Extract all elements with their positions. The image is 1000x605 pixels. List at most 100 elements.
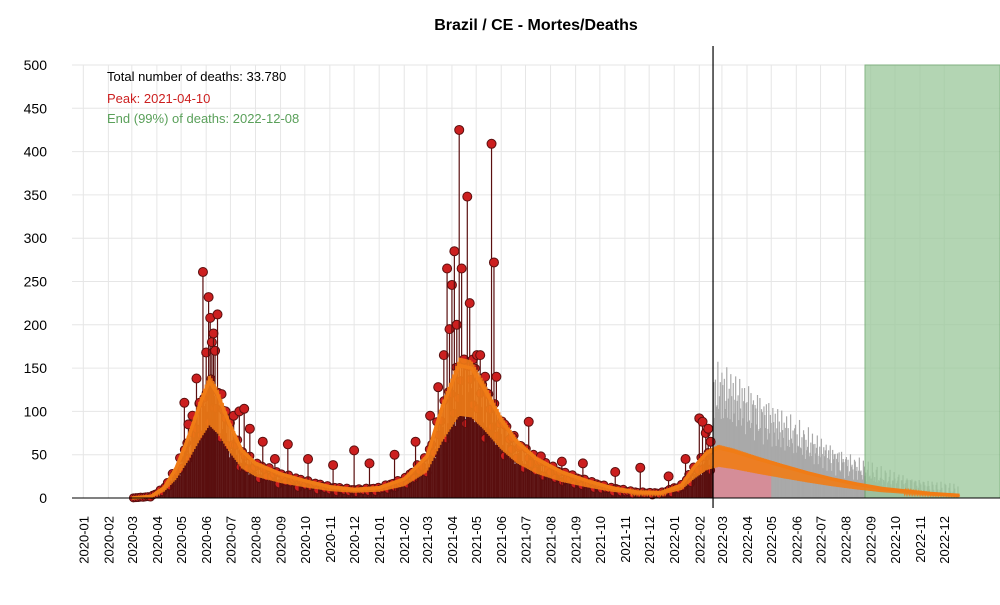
y-tick-label: 500 <box>24 57 48 73</box>
x-tick-label: 2020-05 <box>174 516 189 564</box>
observed-point <box>488 257 499 268</box>
x-tick-label: 2020-08 <box>248 516 263 564</box>
observed-point <box>244 423 255 434</box>
observed-point <box>663 471 674 482</box>
peak-annotation: Peak: 2021-04-10 <box>107 91 210 106</box>
x-tick-label: 2020-09 <box>274 516 289 564</box>
observed-point <box>486 138 497 149</box>
observed-point <box>442 263 453 274</box>
observed-point <box>703 423 714 434</box>
observed-point <box>257 436 268 447</box>
observed-point <box>449 246 460 257</box>
y-tick-label: 350 <box>24 187 48 203</box>
total-deaths-annotation: Total number of deaths: 33.780 <box>107 69 286 84</box>
x-tick-label: 2022-05 <box>764 516 779 564</box>
y-tick-label: 150 <box>24 360 48 376</box>
x-tick-label: 2022-04 <box>740 516 755 564</box>
observed-point <box>705 436 716 447</box>
observed-point <box>349 445 360 456</box>
x-tick-label: 2021-11 <box>618 516 633 563</box>
observed-point <box>197 266 208 277</box>
end-annotation: End (99%) of deaths: 2022-12-08 <box>107 111 299 126</box>
x-tick-label: 2021-08 <box>544 516 559 564</box>
x-tick-label: 2020-04 <box>150 516 165 564</box>
observed-point <box>610 467 621 478</box>
observed-point <box>328 460 339 471</box>
chart-title: Brazil / CE - Mortes/Deaths <box>434 17 638 34</box>
observed-point <box>410 436 421 447</box>
observed-point <box>491 371 502 382</box>
x-tick-label: 2021-03 <box>420 516 435 564</box>
observed-point <box>446 279 457 290</box>
x-tick-label: 2022-12 <box>937 516 952 564</box>
observed-point <box>635 462 646 473</box>
x-tick-label: 2021-04 <box>445 516 460 564</box>
x-tick-label: 2020-10 <box>298 516 313 564</box>
observed-point <box>462 191 473 202</box>
x-tick-label: 2021-12 <box>642 516 657 564</box>
x-tick-label: 2022-01 <box>667 516 682 564</box>
x-tick-label: 2022-03 <box>715 516 730 564</box>
observed-point <box>179 397 190 408</box>
observed-point <box>475 350 486 361</box>
observed-point <box>201 347 212 358</box>
x-tick-label: 2021-06 <box>494 516 509 564</box>
y-tick-label: 250 <box>24 274 48 290</box>
x-tick-label: 2022-06 <box>789 516 804 564</box>
y-tick-label: 100 <box>24 403 48 419</box>
observed-point <box>303 454 314 465</box>
observed-point <box>556 456 567 467</box>
y-tick-label: 450 <box>24 100 48 116</box>
x-tick-label: 2020-02 <box>101 516 116 564</box>
x-tick-label: 2020-12 <box>347 516 362 564</box>
smoothed-trend-line <box>131 363 960 500</box>
smoothed-weekly-pattern <box>131 357 961 499</box>
observed-point <box>203 292 214 303</box>
observed-point <box>456 263 467 274</box>
observed-layer <box>128 124 716 503</box>
end-99-region <box>864 64 1000 499</box>
x-tick-label: 2021-09 <box>569 516 584 564</box>
observed-point <box>212 309 223 320</box>
observed-point <box>454 124 465 135</box>
x-tick-label: 2022-10 <box>888 516 903 564</box>
observed-point <box>433 382 444 393</box>
observed-point <box>210 345 221 356</box>
x-tick-label: 2020-11 <box>323 516 338 563</box>
y-tick-label: 300 <box>24 230 48 246</box>
observed-point <box>208 328 219 339</box>
observed-point <box>438 350 449 361</box>
observed-point <box>191 373 202 384</box>
observed-point <box>577 458 588 469</box>
observed-point <box>364 458 375 469</box>
x-tick-label: 2021-07 <box>518 516 533 564</box>
x-tick-label: 2022-07 <box>814 516 829 564</box>
x-tick-label: 2022-09 <box>864 516 879 564</box>
axis-layer: 0 50 100 150 200 250 300 350 400 450 500 2020-01 202… <box>24 46 1000 564</box>
observed-point <box>425 410 436 421</box>
observed-point <box>269 454 280 465</box>
observed-point <box>464 298 475 309</box>
observed-point <box>239 403 250 414</box>
observed-point <box>523 416 534 427</box>
observed-point <box>389 449 400 460</box>
x-tick-label: 2020-07 <box>223 516 238 564</box>
x-tick-label: 2020-03 <box>125 516 140 564</box>
smooth-layer <box>131 357 961 500</box>
x-tick-label: 2021-05 <box>469 516 484 564</box>
observed-point <box>451 319 462 330</box>
x-tick-label: 2020-01 <box>76 516 91 564</box>
x-tick-label: 2021-10 <box>593 516 608 564</box>
x-tick-label: 2022-11 <box>913 516 928 563</box>
observed-point <box>282 439 293 450</box>
y-tick-label: 400 <box>24 144 48 160</box>
x-tick-label: 2021-01 <box>372 516 387 564</box>
y-tick-label: 50 <box>31 447 47 463</box>
y-tick-label: 200 <box>24 317 48 333</box>
end-region-layer <box>864 64 1000 499</box>
x-tick-label: 2021-02 <box>397 516 412 564</box>
observed-point <box>697 416 708 427</box>
x-tick-label: 2022-02 <box>692 516 707 564</box>
